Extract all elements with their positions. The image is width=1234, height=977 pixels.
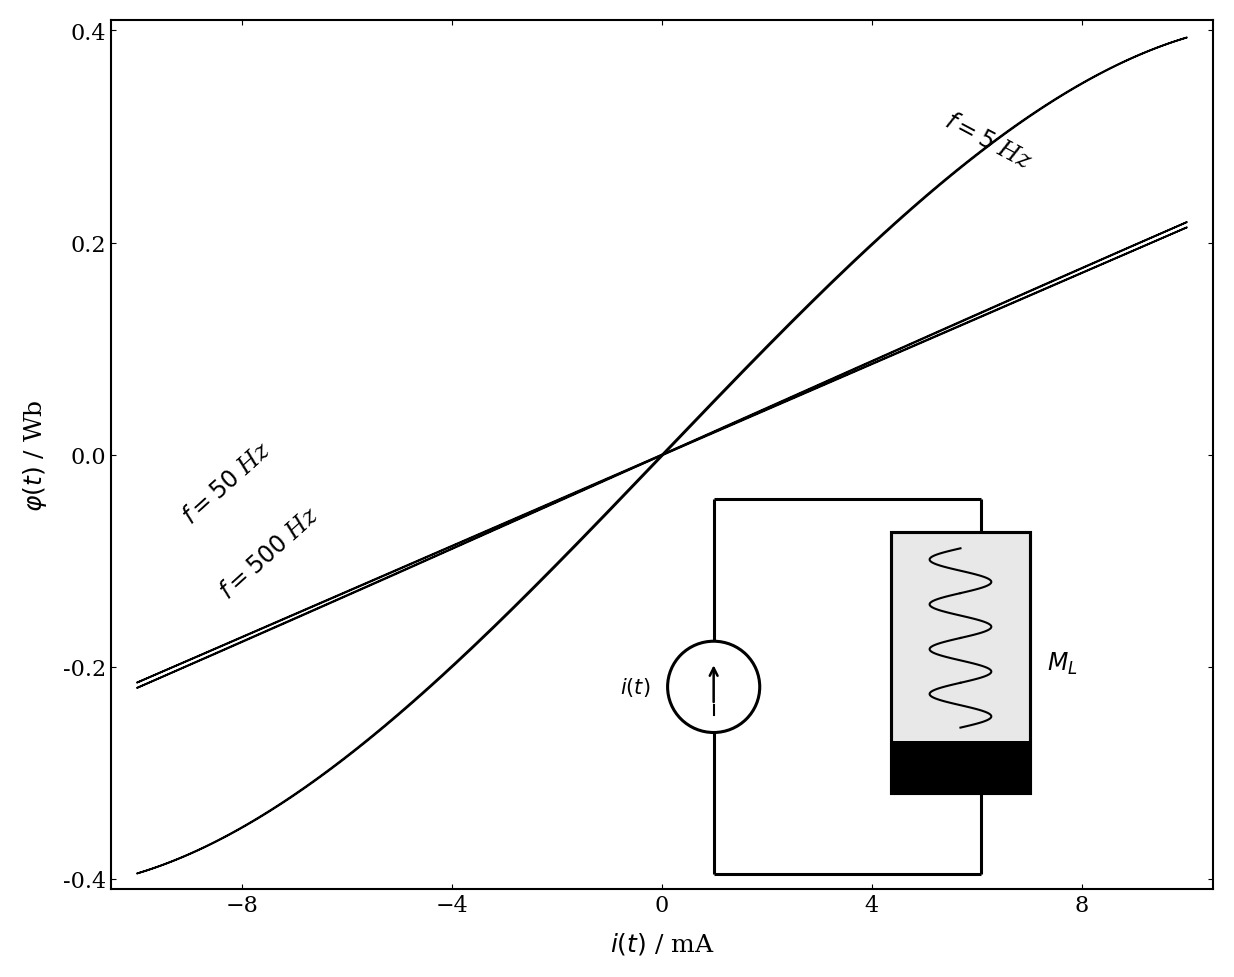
Text: $f = 5$ Hz: $f = 5$ Hz: [940, 109, 1035, 174]
Text: $f = 50$ Hz: $f = 50$ Hz: [179, 439, 276, 529]
Text: $M_L$: $M_L$: [1046, 650, 1077, 676]
Bar: [891, 532, 1030, 793]
Ellipse shape: [668, 642, 760, 733]
Text: $i(t)$: $i(t)$: [621, 676, 650, 699]
Bar: [891, 532, 1030, 793]
Y-axis label: $\varphi(t)$ / Wb: $\varphi(t)$ / Wb: [21, 399, 49, 511]
Bar: [891, 741, 1030, 793]
X-axis label: $i(t)$ / mA: $i(t)$ / mA: [610, 930, 714, 956]
Text: $f = 500$ Hz: $f = 500$ Hz: [216, 502, 325, 603]
Bar: [891, 532, 1030, 793]
Bar: [891, 532, 1030, 741]
